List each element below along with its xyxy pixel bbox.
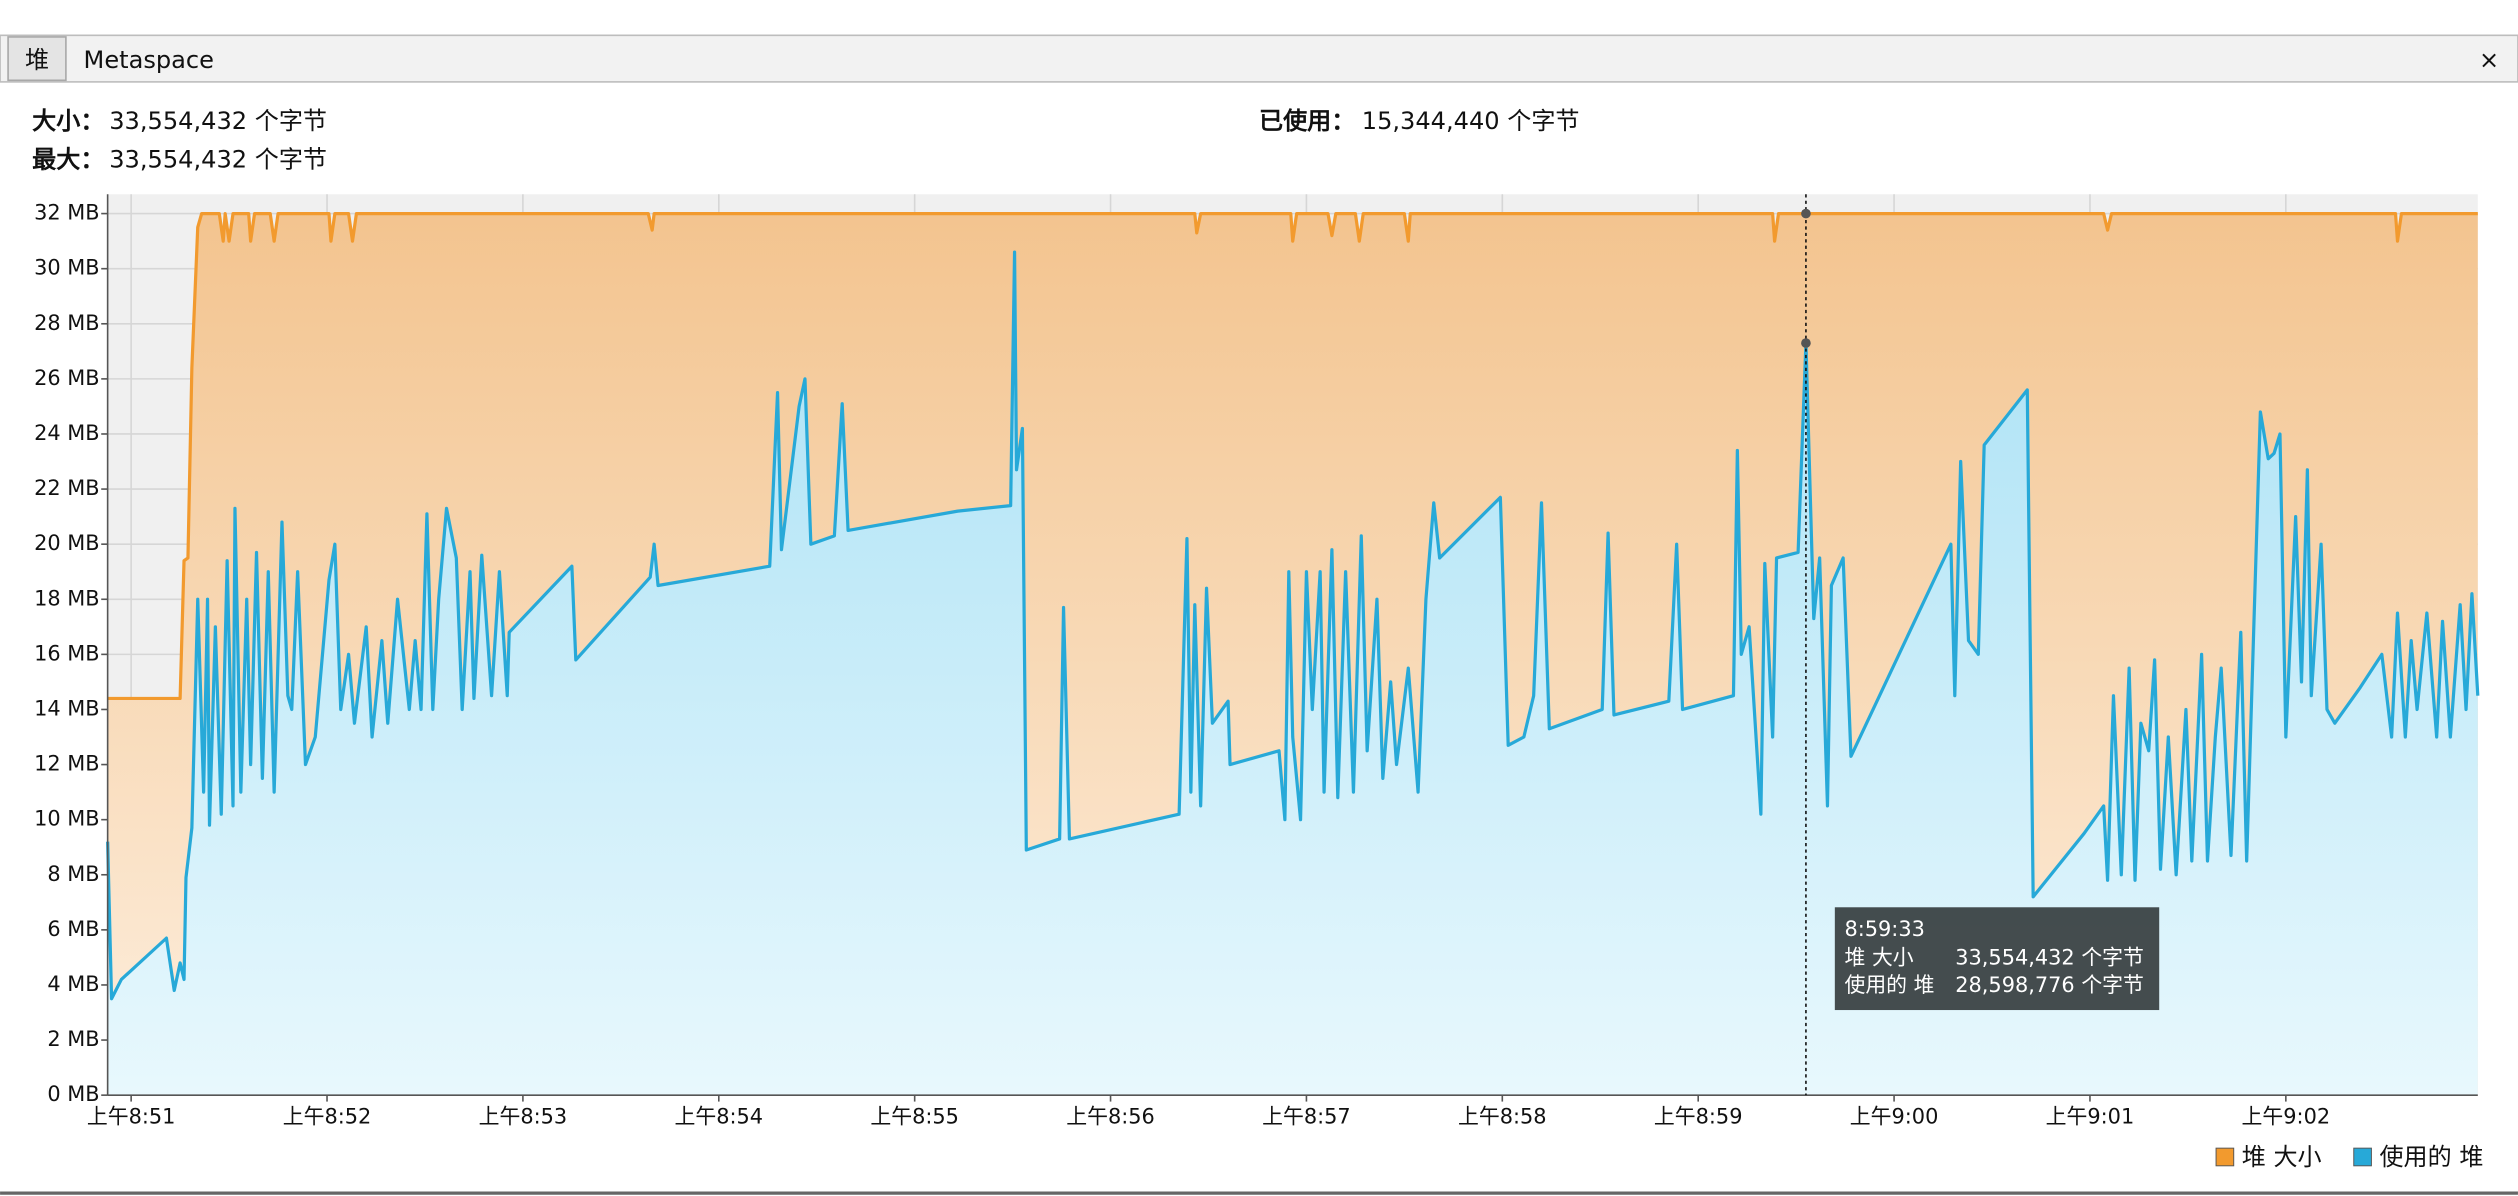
y-tick-label: 30 MB (34, 256, 99, 280)
x-tick-label: 上午8:51 (87, 1105, 176, 1129)
tooltip-value: 33,554,432 个字节 (1955, 946, 2144, 970)
legend-label: 使用的 堆 (2379, 1143, 2483, 1171)
y-tick-label: 28 MB (34, 311, 99, 335)
area-fill (107, 252, 2478, 1096)
tooltip-value: 28,598,776 个字节 (1955, 973, 2144, 997)
stat-value: 33,554,432 个字节 (109, 146, 327, 174)
cursor-dot (1801, 208, 1811, 219)
tooltip-box (1834, 907, 2160, 1011)
y-tick-label: 12 MB (34, 752, 99, 776)
tooltip-time: 8:59:33 (1844, 917, 1924, 941)
x-tick-label: 上午8:54 (675, 1105, 764, 1129)
y-tick-label: 4 MB (47, 972, 99, 996)
tab-label[interactable]: Metaspace (84, 46, 214, 74)
legend-swatch (2353, 1147, 2372, 1167)
tooltip-name: 堆 大小 (1844, 946, 1913, 970)
x-tick-label: 上午8:55 (870, 1105, 959, 1129)
y-tick-label: 16 MB (34, 641, 99, 665)
y-tick-label: 20 MB (34, 531, 99, 555)
y-tick-label: 14 MB (34, 696, 99, 720)
cursor-dot (1801, 338, 1811, 348)
x-tick-label: 上午8:56 (1066, 1105, 1155, 1129)
y-tick-label: 2 MB (47, 1027, 99, 1051)
x-tick-label: 上午8:59 (1654, 1105, 1743, 1129)
x-tick-label: 上午8:58 (1458, 1105, 1547, 1129)
y-tick-label: 18 MB (34, 586, 99, 610)
y-tick-label: 22 MB (34, 476, 99, 500)
x-tick-label: 上午8:52 (283, 1105, 372, 1129)
y-tick-label: 26 MB (34, 366, 99, 390)
x-tick-label: 上午8:57 (1262, 1105, 1351, 1129)
tooltip-name: 使用的 堆 (1844, 973, 1934, 997)
stat-value: 15,344,440 个字节 (1362, 107, 1580, 135)
y-tick-label: 0 MB (47, 1082, 99, 1106)
tab-label[interactable]: 堆 (25, 46, 49, 74)
x-tick-label: 上午9:00 (1850, 1105, 1939, 1129)
close-button[interactable]: × (2479, 46, 2499, 74)
series-line (107, 211, 2478, 701)
y-tick-label: 8 MB (47, 862, 99, 886)
tab-bar (0, 34, 2518, 83)
y-tick-label: 24 MB (34, 421, 99, 445)
legend-label: 堆 大小 (2242, 1143, 2322, 1171)
stat-label: 已使用： (1259, 107, 1355, 135)
legend-swatch (2215, 1147, 2235, 1167)
stat-label: 最大： (32, 146, 104, 174)
x-tick-label: 上午9:01 (2046, 1105, 2135, 1129)
x-tick-label: 上午9:02 (2242, 1105, 2331, 1129)
y-tick-label: 32 MB (34, 201, 99, 225)
y-tick-label: 10 MB (34, 807, 99, 831)
series-line (106, 250, 2480, 1001)
stat-value: 33,554,432 个字节 (109, 107, 327, 135)
y-tick-label: 6 MB (47, 917, 99, 941)
x-tick-label: 上午8:53 (479, 1105, 568, 1129)
stat-label: 大小： (32, 107, 104, 135)
tab[interactable] (7, 36, 67, 82)
